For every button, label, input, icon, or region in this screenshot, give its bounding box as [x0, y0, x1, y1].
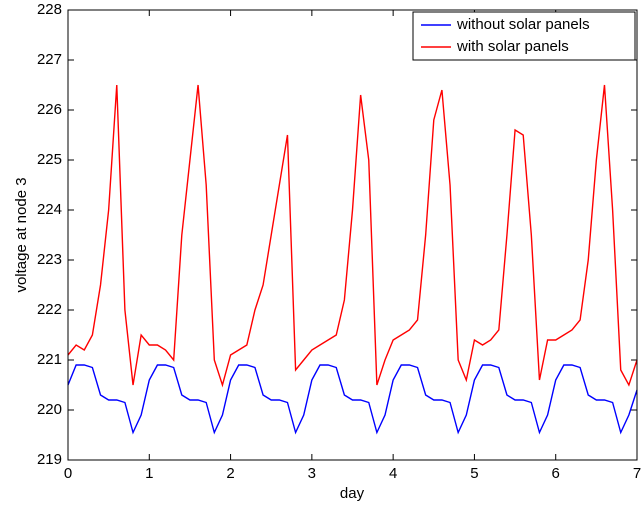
x-axis-label: day [340, 485, 365, 502]
y-tick-label: 225 [37, 151, 62, 168]
x-tick-label: 3 [308, 465, 316, 482]
legend-label: without solar panels [456, 16, 590, 33]
y-tick-label: 226 [37, 101, 62, 118]
legend-box [412, 11, 636, 61]
legend-label: with solar panels [456, 38, 569, 55]
plot-frame [67, 9, 638, 461]
x-tick-label: 4 [389, 465, 397, 482]
y-tick-label: 220 [37, 401, 62, 418]
y-axis-label: voltage at node 3 [13, 177, 30, 292]
x-tick-label: 0 [64, 465, 72, 482]
x-tick-label: 6 [552, 465, 560, 482]
x-tick-label: 7 [633, 465, 641, 482]
series-line [67, 364, 638, 435]
y-tick-label: 219 [37, 451, 62, 468]
y-tick-label: 228 [37, 1, 62, 18]
series-line [67, 84, 638, 388]
x-tick-label: 5 [470, 465, 478, 482]
x-tick-label: 1 [145, 465, 153, 482]
y-tick-label: 223 [37, 251, 62, 268]
y-tick-label: 224 [37, 201, 62, 218]
y-tick-label: 221 [37, 351, 62, 368]
y-tick-label: 227 [37, 51, 62, 68]
x-tick-label: 2 [226, 465, 234, 482]
y-tick-label: 222 [37, 301, 62, 318]
